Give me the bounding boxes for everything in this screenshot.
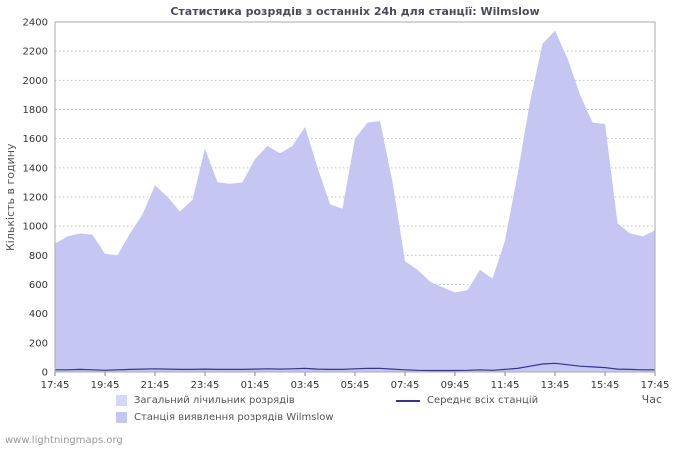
svg-text:19:45: 19:45: [91, 380, 120, 391]
svg-text:23:45: 23:45: [191, 380, 220, 391]
svg-text:15:45: 15:45: [591, 380, 620, 391]
legend-item-average: Середнє всіх станцій: [396, 395, 538, 406]
legend-item-total: Загальний лічильник розрядів: [116, 395, 396, 406]
svg-text:21:45: 21:45: [141, 380, 170, 391]
legend-row: Станція виявлення розрядів Wilmslow: [116, 409, 538, 426]
svg-text:600: 600: [29, 280, 48, 291]
svg-text:1400: 1400: [23, 163, 48, 174]
chart-title: Статистика розрядів з останніх 24h для с…: [170, 5, 540, 18]
svg-text:1800: 1800: [23, 105, 48, 116]
legend-swatch-total: [116, 395, 127, 406]
svg-text:1200: 1200: [23, 193, 48, 204]
svg-text:07:45: 07:45: [391, 380, 420, 391]
svg-text:09:45: 09:45: [441, 380, 470, 391]
svg-text:800: 800: [29, 251, 48, 262]
legend-label-total: Загальний лічильник розрядів: [134, 395, 295, 406]
svg-text:05:45: 05:45: [341, 380, 370, 391]
svg-text:0: 0: [42, 368, 48, 379]
chart-legend: Загальний лічильник розрядів Середнє всі…: [116, 392, 538, 426]
legend-swatch-station: [116, 412, 127, 423]
svg-text:2000: 2000: [23, 76, 48, 87]
svg-text:13:45: 13:45: [541, 380, 570, 391]
legend-line-average: [396, 399, 420, 402]
svg-text:400: 400: [29, 309, 48, 320]
x-axis-label: Час: [641, 393, 662, 406]
svg-text:1000: 1000: [23, 222, 48, 233]
svg-text:2200: 2200: [23, 47, 48, 58]
svg-text:200: 200: [29, 338, 48, 349]
legend-label-station: Станція виявлення розрядів Wilmslow: [134, 412, 334, 423]
svg-text:11:45: 11:45: [491, 380, 520, 391]
svg-text:2400: 2400: [23, 18, 48, 29]
svg-text:03:45: 03:45: [291, 380, 320, 391]
svg-text:17:45: 17:45: [41, 380, 70, 391]
legend-item-station: Станція виявлення розрядів Wilmslow: [116, 412, 396, 423]
watermark: www.lightningmaps.org: [5, 435, 123, 446]
svg-text:17:45: 17:45: [641, 380, 670, 391]
legend-label-average: Середнє всіх станцій: [427, 395, 539, 406]
svg-text:01:45: 01:45: [241, 380, 270, 391]
svg-text:1600: 1600: [23, 134, 48, 145]
legend-row: Загальний лічильник розрядів Середнє всі…: [116, 392, 538, 409]
